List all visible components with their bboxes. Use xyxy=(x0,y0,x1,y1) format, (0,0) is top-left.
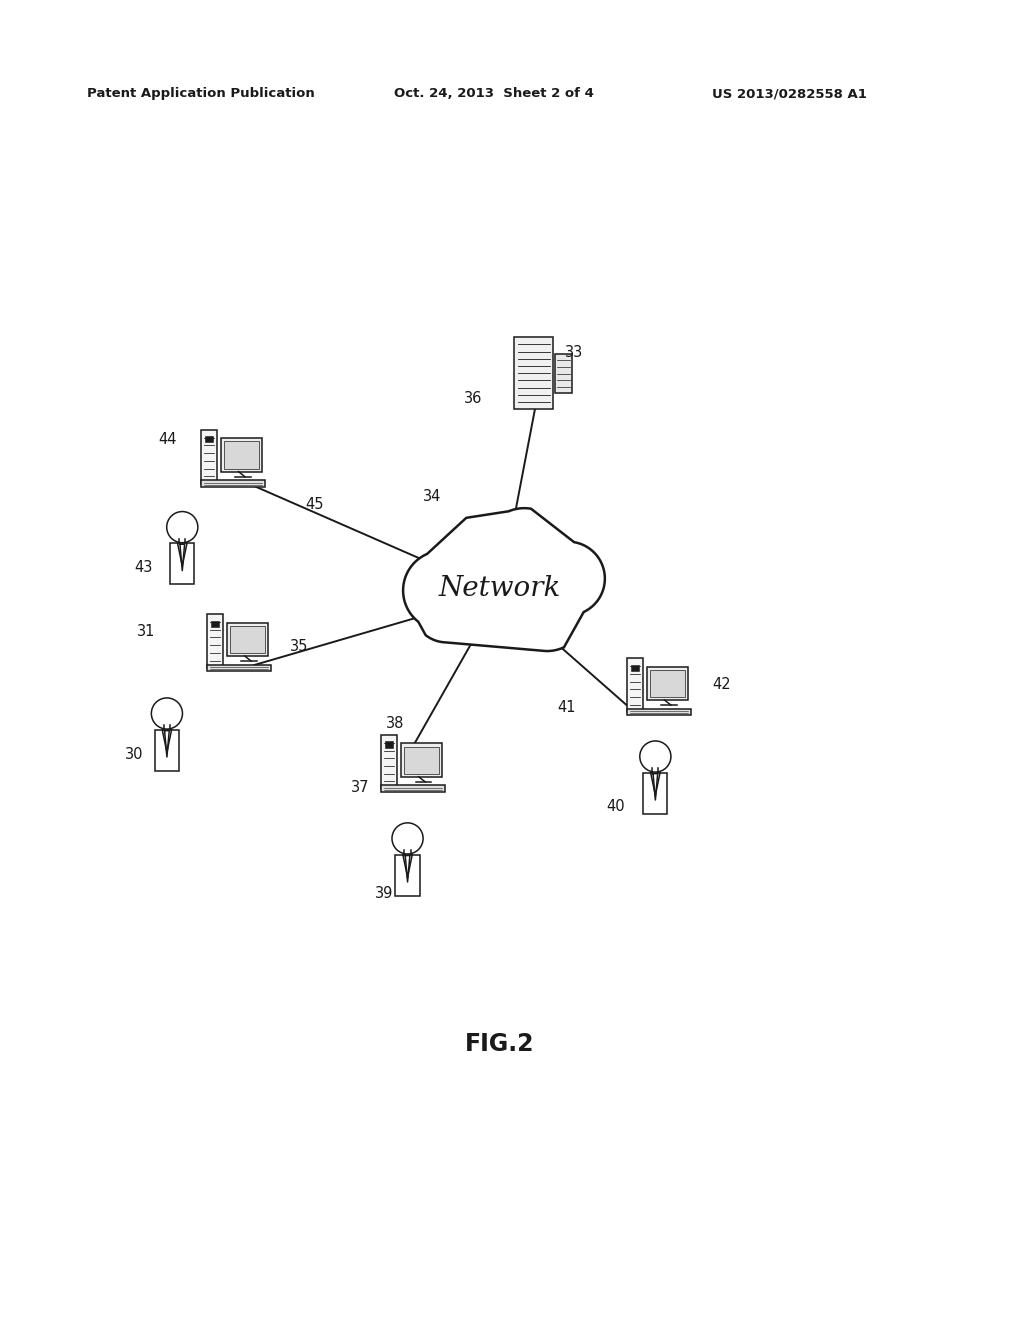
Text: 42: 42 xyxy=(713,677,731,692)
Text: 45: 45 xyxy=(305,496,324,512)
Text: Patent Application Publication: Patent Application Publication xyxy=(87,87,314,100)
Polygon shape xyxy=(647,667,688,700)
Text: Network: Network xyxy=(438,574,561,602)
Text: 30: 30 xyxy=(125,747,143,762)
Text: 36: 36 xyxy=(464,391,482,407)
Polygon shape xyxy=(201,430,217,484)
Polygon shape xyxy=(627,709,690,715)
Polygon shape xyxy=(221,438,262,471)
Text: 38: 38 xyxy=(386,715,404,731)
Text: 41: 41 xyxy=(557,700,575,714)
Polygon shape xyxy=(555,354,572,393)
Polygon shape xyxy=(403,508,605,651)
Text: FIG.2: FIG.2 xyxy=(465,1032,535,1056)
Polygon shape xyxy=(207,614,223,668)
Text: 37: 37 xyxy=(351,780,370,796)
Polygon shape xyxy=(230,626,265,653)
Text: 31: 31 xyxy=(137,624,156,639)
Text: 44: 44 xyxy=(159,433,177,447)
Text: US 2013/0282558 A1: US 2013/0282558 A1 xyxy=(712,87,866,100)
Text: 33: 33 xyxy=(565,346,584,360)
Polygon shape xyxy=(650,669,685,697)
Polygon shape xyxy=(381,735,397,789)
Text: Oct. 24, 2013  Sheet 2 of 4: Oct. 24, 2013 Sheet 2 of 4 xyxy=(394,87,594,100)
Polygon shape xyxy=(385,742,393,747)
Polygon shape xyxy=(631,664,639,671)
Text: 39: 39 xyxy=(375,886,393,902)
Polygon shape xyxy=(381,785,444,792)
Polygon shape xyxy=(211,620,219,627)
Polygon shape xyxy=(627,659,643,713)
Polygon shape xyxy=(227,623,268,656)
Text: 40: 40 xyxy=(606,799,625,814)
Text: 43: 43 xyxy=(134,560,153,576)
Polygon shape xyxy=(205,436,213,442)
Text: 34: 34 xyxy=(423,488,441,504)
Polygon shape xyxy=(207,664,270,672)
Polygon shape xyxy=(514,337,553,409)
Polygon shape xyxy=(401,743,442,776)
Polygon shape xyxy=(224,441,259,469)
Polygon shape xyxy=(201,480,264,487)
Polygon shape xyxy=(404,747,439,774)
Text: 35: 35 xyxy=(290,639,308,655)
